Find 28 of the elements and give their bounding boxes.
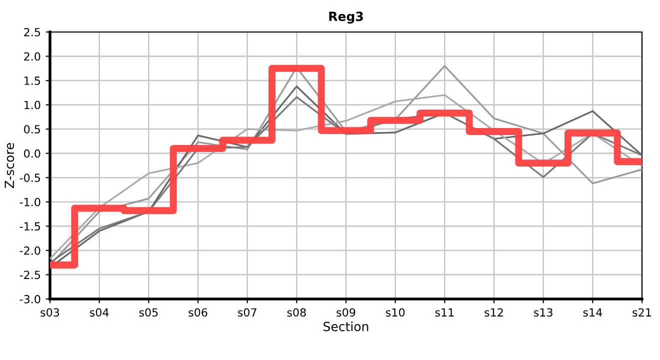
x-tick-label: s10 (386, 308, 405, 317)
x-tick-label: s05 (139, 308, 158, 317)
x-tick-label: s12 (484, 308, 503, 317)
y-tick-label: -1.0 (20, 198, 40, 206)
x-tick-label: s04 (90, 308, 109, 317)
x-tick-label: s06 (188, 308, 208, 317)
y-tick-label: 2.0 (24, 52, 40, 61)
x-tick-label: s03 (40, 308, 60, 317)
y-tick-label: -0.5 (20, 174, 40, 182)
x-axis-title: Section (324, 322, 368, 332)
x-tick-label: s08 (287, 308, 306, 317)
y-tick-label: 1.0 (24, 100, 40, 110)
y-tick-label: 0.0 (24, 149, 40, 158)
y-tick-label: -2.5 (20, 270, 40, 280)
y-tick-label: -1.5 (20, 222, 40, 231)
x-tick-label: s09 (336, 308, 356, 317)
x-tick-label: s07 (238, 308, 256, 317)
x-tick-label: s14 (583, 308, 602, 317)
y-tick-label: 2.5 (24, 28, 40, 36)
y-tick-label: -3.0 (20, 294, 40, 304)
x-tick-label: s13 (534, 308, 552, 317)
chart-title: Reg3 (329, 12, 363, 24)
y-tick-label: 0.5 (24, 125, 40, 134)
y-tick-label: -2.0 (20, 246, 40, 255)
x-tick-label: s21 (632, 308, 651, 317)
y-tick-label: 1.5 (24, 76, 40, 85)
x-tick-label: s11 (435, 308, 454, 317)
y-axis-title: Z-score (4, 142, 14, 188)
